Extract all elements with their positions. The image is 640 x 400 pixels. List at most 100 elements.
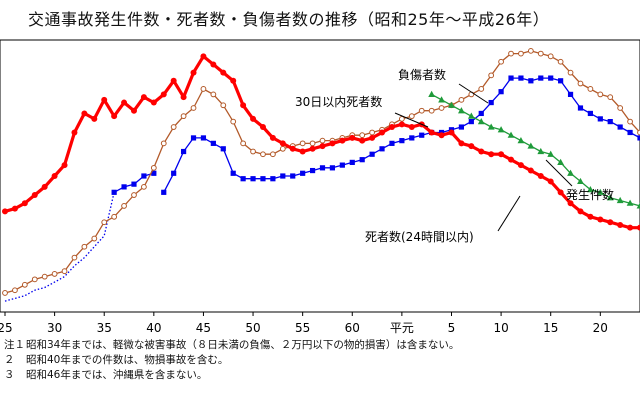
x-tick-label: 50 xyxy=(245,321,260,335)
data-point xyxy=(71,254,78,261)
data-point xyxy=(141,183,147,190)
data-point xyxy=(587,110,593,117)
data-point xyxy=(91,235,98,242)
data-point xyxy=(547,150,555,157)
data-point xyxy=(399,138,405,144)
x-tick-label: 40 xyxy=(146,321,161,335)
data-point xyxy=(606,194,614,201)
data-point xyxy=(627,224,634,231)
data-point xyxy=(161,189,167,195)
data-point xyxy=(101,219,108,226)
x-tick-label: 45 xyxy=(196,321,211,335)
data-point xyxy=(220,69,227,76)
data-point xyxy=(329,140,336,147)
data-point xyxy=(190,135,197,141)
data-point xyxy=(2,208,8,215)
data-point xyxy=(140,94,147,101)
data-point xyxy=(41,183,48,190)
data-point xyxy=(269,151,276,158)
x-tick-label: 20 xyxy=(593,321,608,335)
data-point xyxy=(369,151,375,157)
data-point xyxy=(508,50,514,57)
data-point xyxy=(478,148,485,155)
data-point xyxy=(477,118,485,125)
data-point xyxy=(408,124,415,131)
data-point xyxy=(200,135,207,141)
x-tick-label: 15 xyxy=(543,321,558,335)
data-point xyxy=(319,165,326,171)
data-point xyxy=(419,132,425,138)
data-point xyxy=(537,50,544,57)
data-point xyxy=(607,119,613,125)
data-point xyxy=(379,129,386,136)
pointer-deaths24 xyxy=(497,195,521,232)
data-point xyxy=(280,173,286,179)
data-point xyxy=(398,115,405,122)
data-point xyxy=(418,107,425,114)
data-point xyxy=(81,110,88,117)
data-point xyxy=(577,105,584,111)
data-point xyxy=(299,140,306,147)
data-point xyxy=(497,126,505,133)
data-point xyxy=(538,75,544,81)
x-tick-label: 25 xyxy=(0,321,13,335)
data-point xyxy=(121,99,128,106)
data-point xyxy=(547,178,554,185)
data-point xyxy=(498,151,505,158)
annotations: 負傷者数 30日以内死者数 発生件数 死者数(24時間以内) xyxy=(295,67,614,244)
data-point xyxy=(180,148,187,155)
series xyxy=(4,192,115,302)
data-point xyxy=(31,276,38,283)
data-point xyxy=(448,101,455,108)
data-point xyxy=(359,157,365,163)
data-point xyxy=(637,135,640,141)
data-point xyxy=(121,184,127,190)
data-point xyxy=(101,96,108,103)
data-point xyxy=(61,268,68,275)
data-point xyxy=(230,77,237,84)
data-point xyxy=(547,53,554,60)
data-point xyxy=(160,140,167,147)
annotation-deaths24: 死者数(24時間以内) xyxy=(365,229,474,244)
x-tick-label: 5 xyxy=(448,321,456,335)
series xyxy=(111,170,157,195)
data-point xyxy=(398,121,405,128)
x-ticks: 2530354045505560平元510152025 xyxy=(0,312,608,335)
data-point xyxy=(537,147,545,155)
x-tick-label: 35 xyxy=(97,321,112,335)
data-point xyxy=(458,96,465,103)
data-point xyxy=(21,281,28,288)
data-point xyxy=(160,91,167,98)
data-point xyxy=(517,162,524,169)
data-point xyxy=(577,177,584,185)
data-point xyxy=(180,113,187,120)
pointer-accidents xyxy=(545,159,573,187)
data-point xyxy=(488,151,495,158)
plot-frame xyxy=(0,39,640,313)
data-point xyxy=(150,164,157,171)
data-point xyxy=(319,143,326,150)
data-point xyxy=(131,192,137,198)
note-2: ２ 昭和40年までの件数は、物損事故を含む。 xyxy=(4,354,229,366)
data-point xyxy=(220,146,226,152)
data-point xyxy=(557,58,564,65)
data-point xyxy=(359,132,366,139)
annotation-injured: 負傷者数 xyxy=(398,67,446,82)
data-point xyxy=(627,118,633,125)
data-point xyxy=(210,61,217,68)
data-point xyxy=(12,287,18,294)
data-point xyxy=(349,159,355,165)
data-point xyxy=(518,75,524,81)
data-point xyxy=(528,78,534,84)
data-point xyxy=(71,129,78,136)
data-point xyxy=(517,137,525,144)
data-point xyxy=(518,50,524,57)
data-point xyxy=(51,173,58,179)
data-point xyxy=(240,102,247,109)
data-point xyxy=(51,271,58,277)
data-point xyxy=(300,170,306,176)
note-3: ３ 昭和46年までは、沖縄県を含まない。 xyxy=(4,369,208,381)
data-point xyxy=(250,148,256,155)
data-point xyxy=(636,202,640,209)
data-point xyxy=(527,142,535,149)
